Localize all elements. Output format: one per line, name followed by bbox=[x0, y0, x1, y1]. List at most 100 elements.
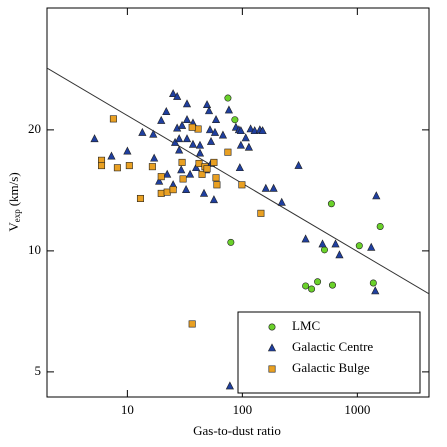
marker-circle bbox=[302, 282, 310, 290]
marker-square bbox=[125, 162, 133, 170]
marker-triangle bbox=[175, 134, 184, 143]
marker-triangle bbox=[181, 185, 191, 193]
marker-square bbox=[238, 181, 246, 189]
marker-triangle bbox=[224, 105, 234, 114]
marker-triangle bbox=[177, 120, 187, 129]
marker-square bbox=[136, 194, 144, 202]
marker-triangle bbox=[318, 239, 327, 248]
marker-square bbox=[157, 173, 165, 181]
marker-triangle bbox=[192, 163, 201, 172]
marker-square bbox=[212, 174, 220, 182]
marker-triangle bbox=[277, 197, 286, 206]
marker-square bbox=[213, 181, 221, 189]
marker-triangle bbox=[123, 146, 132, 155]
marker-triangle bbox=[269, 183, 278, 192]
marker-triangle bbox=[294, 160, 303, 169]
marker-triangle bbox=[206, 136, 216, 145]
marker-triangle bbox=[236, 140, 245, 149]
marker-triangle bbox=[335, 250, 344, 259]
marker-square bbox=[195, 159, 203, 167]
marker-triangle bbox=[173, 91, 182, 100]
marker-triangle bbox=[301, 234, 310, 243]
marker-square bbox=[148, 163, 156, 171]
marker-square bbox=[169, 186, 177, 194]
marker-circle bbox=[376, 222, 384, 230]
marker-triangle bbox=[138, 127, 147, 136]
marker-triangle bbox=[177, 165, 186, 174]
marker-triangle bbox=[90, 134, 99, 143]
marker-triangle bbox=[218, 130, 228, 139]
marker-triangle bbox=[202, 100, 212, 109]
marker-triangle bbox=[209, 195, 219, 204]
marker-circle bbox=[227, 238, 235, 246]
marker-triangle bbox=[188, 139, 198, 148]
marker-triangle bbox=[261, 183, 270, 192]
marker-square bbox=[210, 158, 218, 166]
marker-triangle bbox=[150, 153, 159, 162]
marker-triangle bbox=[169, 89, 178, 98]
marker-circle bbox=[355, 242, 363, 250]
marker-triangle bbox=[205, 125, 215, 134]
marker-circle bbox=[308, 285, 316, 293]
marker-square bbox=[163, 188, 171, 196]
legend-marker bbox=[268, 323, 276, 331]
marker-triangle bbox=[246, 124, 255, 133]
x-tick-label: 1000 bbox=[344, 402, 370, 417]
marker-triangle bbox=[210, 127, 220, 136]
marker-square bbox=[113, 164, 121, 172]
marker-square bbox=[224, 148, 232, 156]
marker-square bbox=[257, 209, 265, 217]
x-axis-label: Gas-to-dust ratio bbox=[193, 423, 281, 438]
marker-triangle bbox=[195, 148, 205, 157]
marker-triangle bbox=[235, 163, 244, 172]
marker-square bbox=[203, 165, 211, 173]
y-tick-label: 5 bbox=[35, 363, 42, 378]
y-axis-label: Vexp (km/s) bbox=[6, 172, 22, 231]
y-tick-label: 20 bbox=[28, 121, 41, 136]
marker-circle bbox=[231, 116, 239, 124]
marker-square bbox=[194, 125, 202, 133]
marker-triangle bbox=[163, 169, 172, 178]
marker-square bbox=[188, 123, 196, 131]
marker-square bbox=[178, 158, 186, 166]
legend-label: LMC bbox=[292, 318, 320, 333]
marker-square bbox=[188, 320, 196, 328]
y-label-rest: (km/s) bbox=[6, 172, 21, 206]
marker-triangle bbox=[182, 134, 192, 143]
marker-square bbox=[157, 189, 165, 197]
marker-square bbox=[98, 162, 106, 170]
marker-circle bbox=[320, 246, 328, 254]
legend-label: Galactic Bulge bbox=[292, 360, 370, 375]
marker-triangle bbox=[182, 115, 192, 124]
marker-circle bbox=[314, 278, 322, 286]
fit-line bbox=[47, 67, 429, 295]
legend-box bbox=[237, 311, 421, 394]
marker-triangle bbox=[244, 142, 253, 151]
marker-triangle bbox=[371, 286, 380, 295]
marker-triangle bbox=[211, 115, 221, 124]
marker-triangle bbox=[107, 151, 116, 160]
marker-triangle bbox=[162, 107, 171, 115]
marker-triangle bbox=[157, 115, 166, 124]
x-tick-label: 100 bbox=[233, 402, 253, 417]
marker-triangle bbox=[195, 140, 205, 149]
y-label-sub: exp bbox=[12, 209, 22, 222]
marker-triangle bbox=[225, 381, 234, 390]
legend-label: Galactic Centre bbox=[292, 339, 373, 354]
marker-circle bbox=[327, 200, 335, 208]
marker-square bbox=[109, 115, 117, 123]
marker-triangle bbox=[241, 133, 250, 142]
y-label-main: V bbox=[6, 222, 21, 232]
marker-circle bbox=[224, 94, 232, 102]
y-tick-label: 10 bbox=[28, 242, 41, 257]
marker-square bbox=[198, 170, 206, 178]
marker-triangle bbox=[149, 129, 158, 138]
marker-square bbox=[179, 175, 187, 183]
legend-marker bbox=[267, 343, 277, 352]
marker-triangle bbox=[185, 169, 195, 178]
marker-triangle bbox=[182, 99, 192, 108]
marker-triangle bbox=[236, 126, 245, 135]
marker-triangle bbox=[331, 239, 340, 248]
marker-triangle bbox=[372, 191, 381, 200]
